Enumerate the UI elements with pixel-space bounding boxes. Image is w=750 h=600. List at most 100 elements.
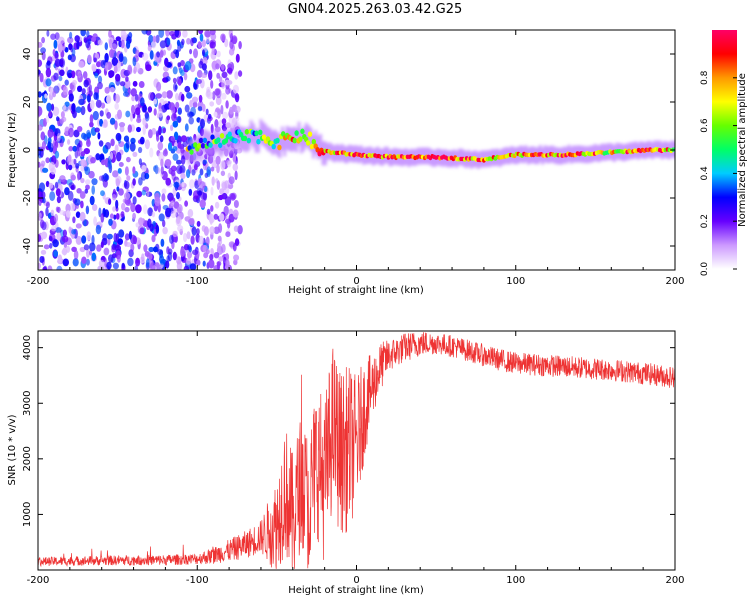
heatmap-cell bbox=[213, 252, 220, 259]
heatmap-cell bbox=[126, 175, 131, 181]
heatmap-cell bbox=[176, 204, 183, 214]
heatmap-cell bbox=[86, 95, 90, 102]
heatmap-cell bbox=[176, 216, 181, 225]
heatmap-cell bbox=[98, 207, 102, 218]
x-tick-label: -200 bbox=[27, 276, 50, 287]
heatmap-cell bbox=[166, 37, 171, 46]
heatmap-cell bbox=[109, 151, 114, 160]
heatmap-cell bbox=[117, 255, 121, 263]
heatmap-cell bbox=[42, 197, 46, 204]
heatmap-cell bbox=[50, 33, 56, 40]
heatmap-cell bbox=[161, 91, 168, 99]
x-tick-label: -100 bbox=[186, 276, 209, 287]
heatmap-cell bbox=[145, 112, 150, 122]
heatmap-cell bbox=[53, 72, 59, 81]
snr-panel: -200 -100 0 100 200 1000 2000 3000 4000 Height … bbox=[7, 330, 685, 596]
heatmap-cell bbox=[216, 261, 221, 270]
heatmap-cell bbox=[192, 101, 198, 108]
heatmap-cell bbox=[46, 102, 52, 112]
heatmap-cell bbox=[59, 175, 66, 183]
heatmap-cell bbox=[78, 98, 85, 106]
heatmap-cell bbox=[215, 88, 222, 99]
heatmap-cell bbox=[115, 132, 122, 142]
heatmap-cell bbox=[81, 235, 87, 244]
heatmap-cell bbox=[136, 126, 141, 133]
heatmap-cell bbox=[160, 165, 164, 175]
heatmap-cell bbox=[187, 140, 191, 165]
heatmap-cell bbox=[118, 188, 124, 196]
heatmap-cell bbox=[81, 256, 87, 264]
heatmap-cell bbox=[112, 206, 116, 212]
heatmap-cell bbox=[84, 188, 89, 194]
heatmap-cell bbox=[185, 257, 191, 265]
heatmap-cell bbox=[156, 81, 162, 92]
heatmap-cell bbox=[176, 39, 181, 47]
colorbar-tick-label: 0.0 bbox=[700, 262, 710, 277]
colorbar-gradient bbox=[712, 30, 737, 269]
heatmap-cell bbox=[45, 78, 52, 87]
heatmap-cell bbox=[86, 129, 91, 140]
heatmap-cell bbox=[184, 123, 189, 132]
y-tick-label: 40 bbox=[22, 48, 33, 61]
heatmap-cell bbox=[38, 69, 41, 75]
heatmap-cell bbox=[89, 242, 96, 252]
heatmap-cell bbox=[53, 213, 59, 223]
heatmap-cell bbox=[58, 75, 63, 82]
heatmap-cell bbox=[206, 208, 211, 215]
heatmap-cell bbox=[209, 253, 214, 261]
heatmap-cell bbox=[91, 178, 98, 186]
heatmap-cell bbox=[135, 222, 140, 228]
heatmap-cell bbox=[73, 250, 79, 260]
heatmap-cell bbox=[172, 120, 179, 128]
heatmap-cell bbox=[190, 37, 194, 47]
heatmap-cell bbox=[177, 107, 182, 115]
heatmap-cell bbox=[127, 124, 132, 133]
heatmap-cell bbox=[76, 40, 80, 50]
heatmap-cell bbox=[166, 90, 173, 99]
heatmap-cell bbox=[176, 159, 182, 165]
heatmap-cell bbox=[47, 128, 54, 138]
heatmap-cell bbox=[200, 143, 206, 149]
heatmap-cell bbox=[191, 169, 196, 176]
heatmap-cell bbox=[38, 106, 43, 116]
heatmap-cell bbox=[211, 47, 216, 55]
heatmap-cell bbox=[69, 31, 73, 39]
heatmap-cell bbox=[62, 229, 67, 238]
heatmap-cell bbox=[52, 106, 60, 117]
heatmap-cell bbox=[114, 144, 119, 154]
heatmap-cell bbox=[225, 122, 231, 129]
heatmap-cell bbox=[142, 204, 148, 215]
heatmap-cell bbox=[232, 242, 237, 252]
heatmap-cell bbox=[86, 231, 92, 241]
heatmap-cell bbox=[38, 124, 43, 131]
heatmap-cell bbox=[210, 123, 214, 134]
heatmap-cell bbox=[71, 103, 76, 112]
heatmap-cell bbox=[161, 188, 167, 195]
heatmap-cell bbox=[210, 80, 214, 89]
heatmap-cell bbox=[62, 104, 67, 111]
heatmap-cell bbox=[211, 176, 215, 186]
heatmap-cell bbox=[80, 177, 85, 184]
heatmap-cell bbox=[130, 202, 136, 213]
heatmap-cell bbox=[108, 30, 112, 38]
heatmap-cell bbox=[230, 193, 236, 201]
heatmap-cell bbox=[177, 62, 182, 68]
heatmap-cell bbox=[54, 58, 61, 67]
heatmap-cell bbox=[139, 227, 145, 235]
y-tick-label: 3000 bbox=[22, 391, 33, 416]
heatmap-cell bbox=[229, 32, 234, 43]
heatmap-cell bbox=[120, 211, 125, 218]
heatmap-cell bbox=[254, 130, 259, 137]
heatmap-cell bbox=[297, 121, 301, 146]
heatmap-cell bbox=[118, 53, 124, 63]
heatmap-cell bbox=[72, 79, 77, 86]
heatmap-cell bbox=[165, 30, 170, 37]
heatmap-cell bbox=[155, 34, 160, 44]
heatmap-cell bbox=[71, 229, 77, 235]
heatmap-cell bbox=[68, 93, 74, 102]
heatmap-cell bbox=[59, 69, 65, 77]
heatmap-cell bbox=[162, 219, 166, 228]
heatmap-cell bbox=[169, 197, 176, 203]
heatmap-cell bbox=[138, 146, 143, 154]
